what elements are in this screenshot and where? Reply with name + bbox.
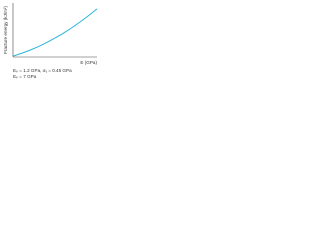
x-axis-label: E (GPa) bbox=[80, 60, 97, 65]
line bbox=[12, 8, 98, 57]
chart: Fracture energy (kJ/m²) E (GPa) Eₚ = 1.2… bbox=[3, 3, 98, 79]
y-axis-label: Fracture energy (kJ/m²) bbox=[3, 6, 8, 54]
annotation: Eₚ = 7 GPa bbox=[13, 74, 37, 79]
annotation: Eₚ = 1.2 GPa, σᵧ = 0.45 GPa bbox=[13, 68, 72, 73]
